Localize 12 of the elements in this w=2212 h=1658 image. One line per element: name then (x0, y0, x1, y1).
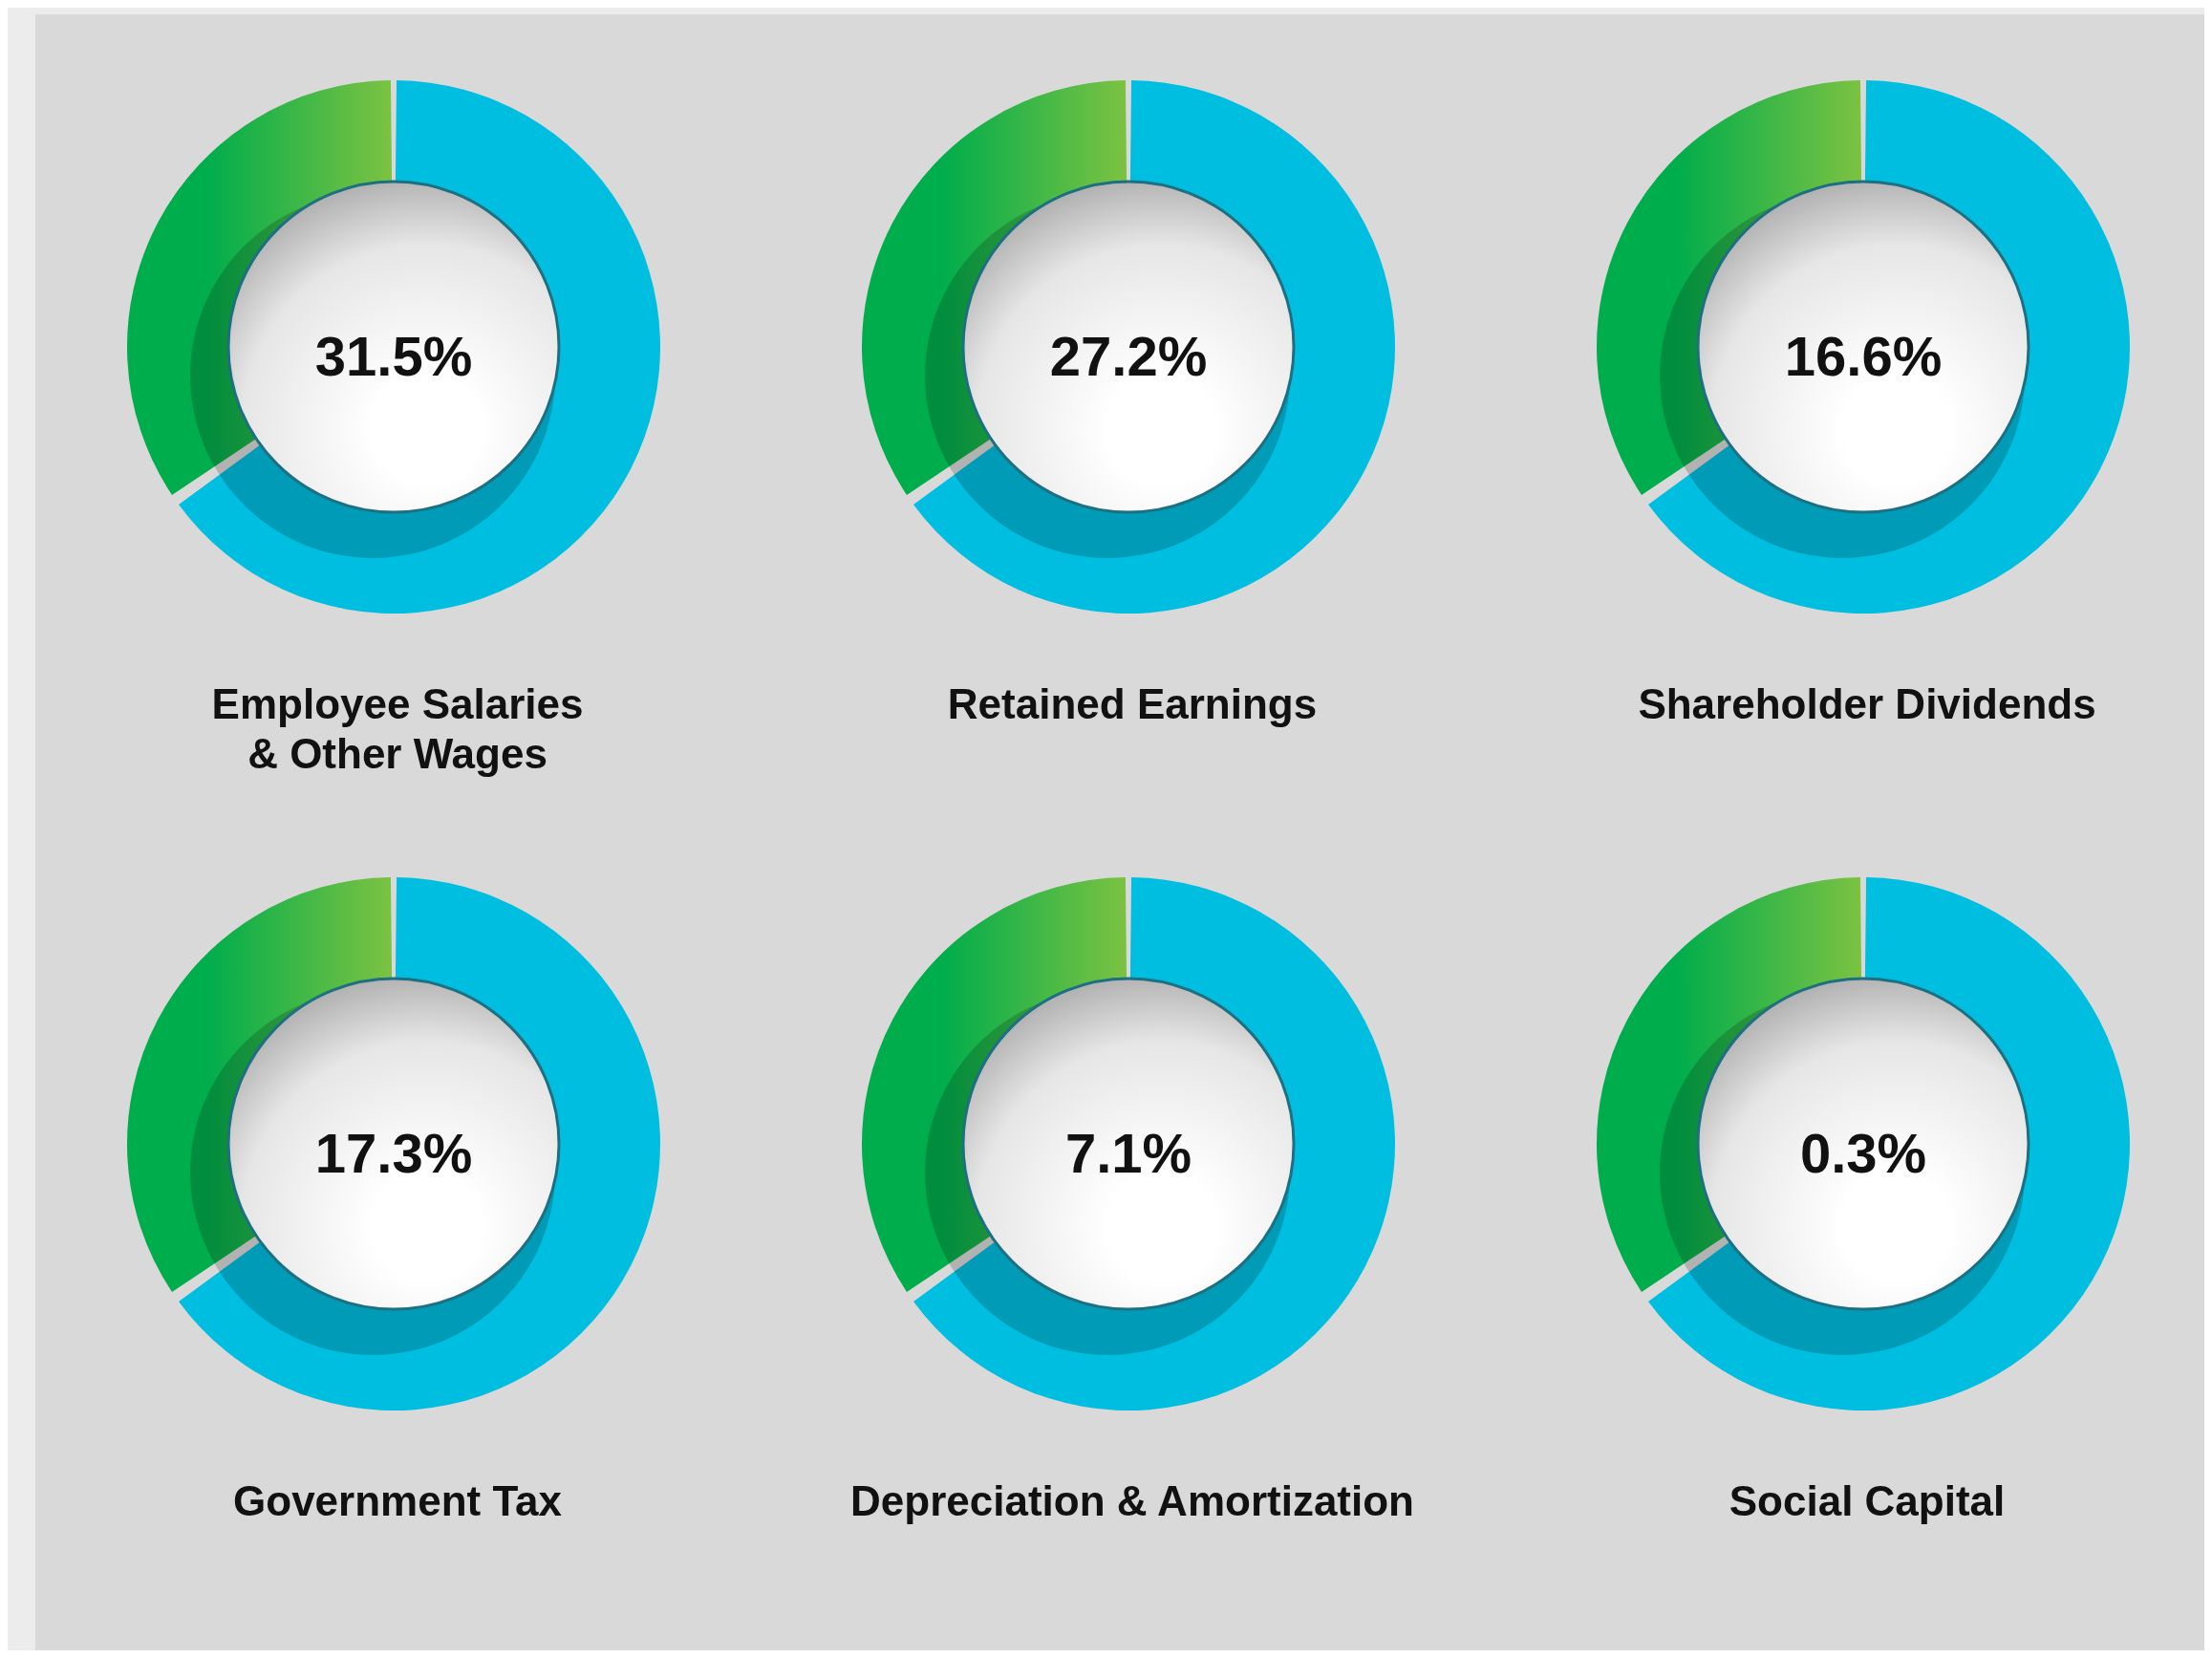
data-label: 27.2% (1049, 325, 1208, 387)
text: Social Capital (1729, 1477, 2006, 1524)
data-label: 17.3% (314, 1122, 473, 1184)
data-label: 7.1% (1064, 1122, 1192, 1184)
text: Retained Earnings (947, 680, 1318, 727)
text: Depreciation & Amortization (850, 1477, 1414, 1524)
data-label: 31.5% (314, 325, 473, 387)
data-label: 16.6% (1784, 325, 1943, 387)
text: Government Tax (233, 1477, 563, 1524)
text: Employee Salaries & Other Wages (211, 680, 584, 777)
text: Shareholder Dividends (1638, 680, 2096, 727)
data-label: 0.3% (1799, 1122, 1927, 1184)
